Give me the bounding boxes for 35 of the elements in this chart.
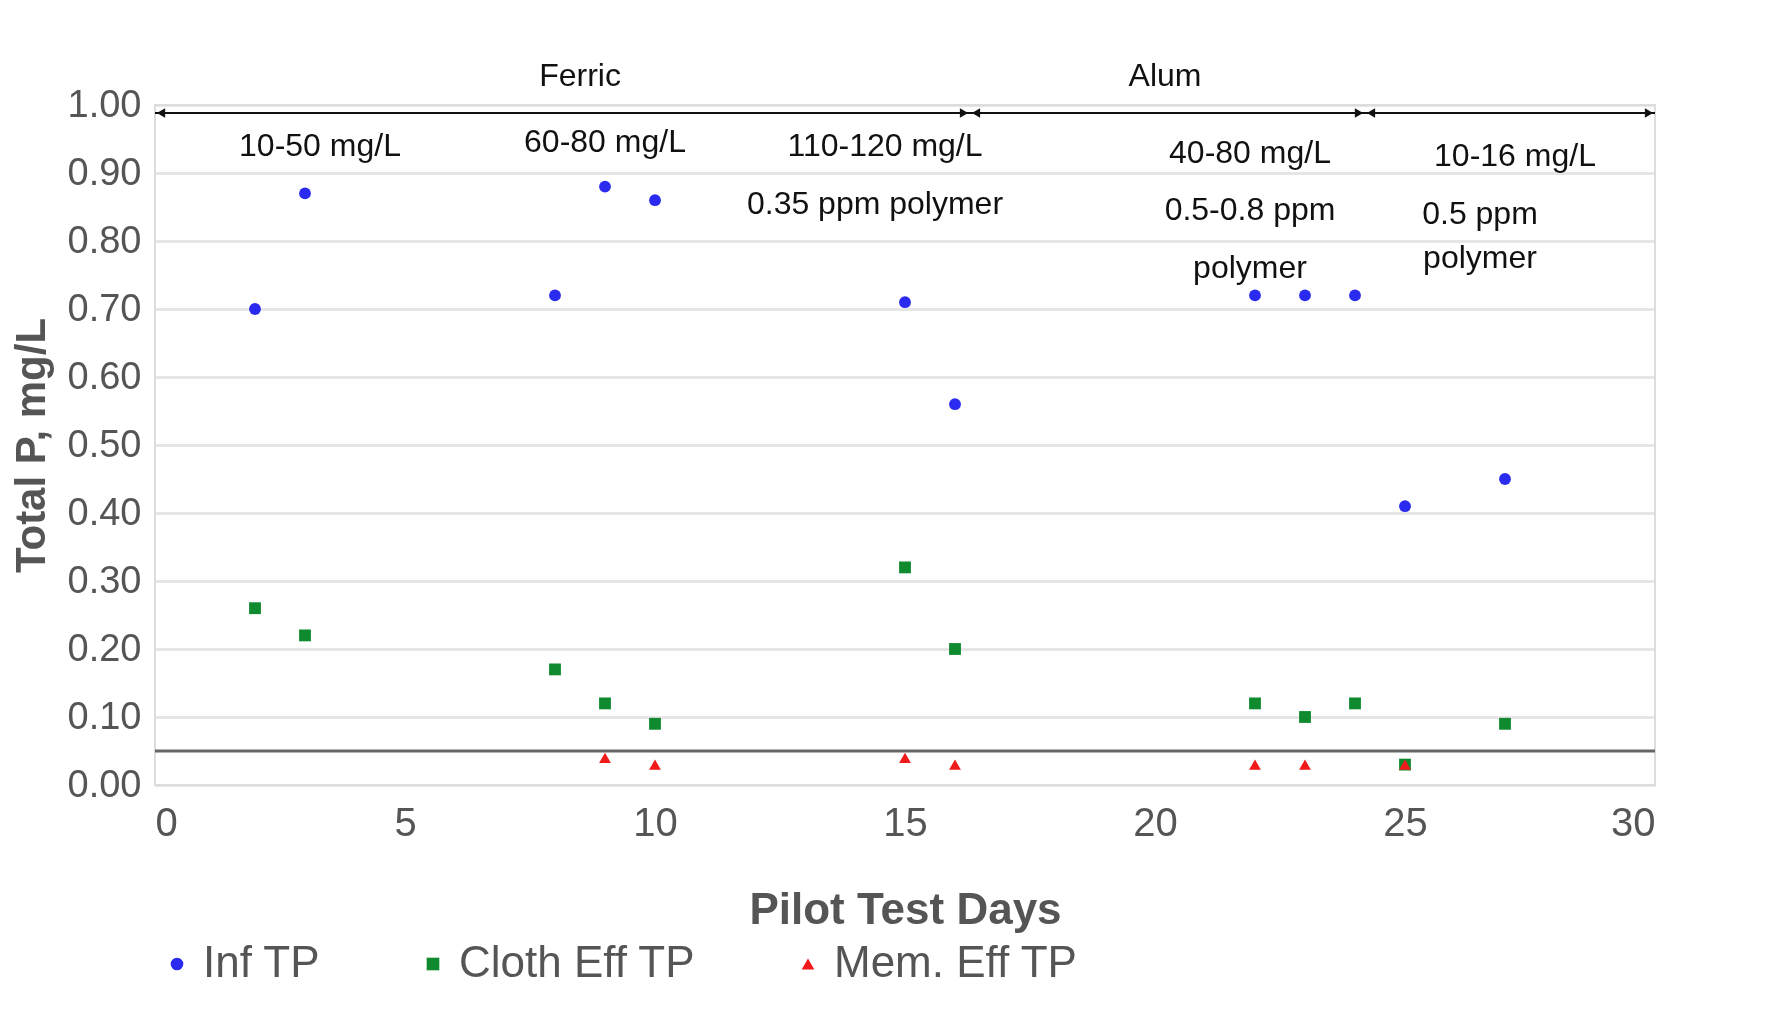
y-tick-label: 1.00 [67,82,142,125]
x-tick-label: 5 [394,799,417,844]
annotation: 110-120 mg/L [787,126,983,163]
y-tick-label: 0.00 [67,762,142,805]
y-tick-label: 0.40 [67,490,142,533]
y-tick-label: 0.10 [67,694,142,737]
annotation: 10-50 mg/L [239,126,401,163]
annotation: 60-80 mg/L [524,123,686,160]
x-tick-label: 0 [155,799,178,844]
y-tick-label: 0.60 [67,354,142,397]
y-tick-label: 0.50 [67,422,142,465]
annotation: 0.35 ppm polymer [746,184,1004,221]
annotation: 0.5 ppm [1422,194,1538,231]
text: Alum [1128,57,1202,93]
y-axis-title: Total P, mg/L [6,317,54,574]
x-tick-label: 20 [1133,799,1178,844]
y-tick-label: 0.20 [67,626,142,669]
legend-label: Cloth Eff TP [459,937,695,986]
annotation: polymer [1423,239,1538,275]
x-tick-label: 10 [633,799,678,844]
annotation: 0.5-0.8 ppm [1164,191,1336,228]
annotation: 10-16 mg/L [1434,137,1596,173]
y-tick-label: 0.30 [67,558,142,601]
legend-label: Mem. Eff TP [834,937,1077,986]
text: Ferric [539,57,621,93]
y-tick-label: 0.80 [67,218,142,261]
x-tick-label: 25 [1383,799,1428,844]
y-tick-label: 0.90 [67,150,142,193]
annotation: 40-80 mg/L [1169,133,1331,170]
legend-label: Inf TP [203,937,320,986]
y-tick-label: 0.70 [67,286,142,329]
annotation: polymer [1193,249,1308,286]
x-axis-title: Pilot Test Days [749,883,1062,933]
x-tick-label: 30 [1611,799,1656,844]
x-tick-label: 15 [883,799,928,844]
